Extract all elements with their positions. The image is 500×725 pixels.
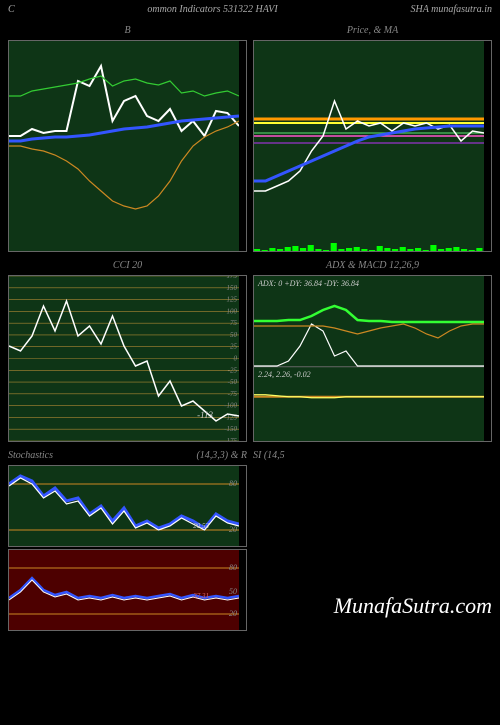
cci-panel: CCI 20 -175-150-125-100-75-50-2502550751…	[8, 258, 247, 442]
cci-chart: -175-150-125-100-75-50-25025507510012515…	[8, 275, 247, 442]
bollinger-title: B	[8, 23, 247, 40]
ma-chart	[253, 40, 492, 252]
svg-text:-175: -175	[224, 437, 237, 441]
bollinger-chart	[8, 40, 247, 252]
svg-text:175: 175	[227, 276, 238, 280]
stoch-title-right: (14,3,3) & R	[196, 450, 247, 461]
svg-text:50: 50	[229, 587, 237, 596]
rsi-title: SI (14,5	[253, 448, 492, 465]
svg-text:25: 25	[230, 343, 238, 351]
rsi-title-text: SI (14,5	[253, 450, 285, 461]
svg-text:20: 20	[229, 525, 237, 534]
svg-text:-113: -113	[197, 410, 213, 420]
adx-chart: ADX: 0 +DY: 36.84 -DY: 36.842.24, 2.26, …	[253, 275, 492, 442]
svg-text:0: 0	[234, 355, 238, 363]
svg-text:100: 100	[227, 307, 238, 315]
svg-text:-100: -100	[224, 402, 237, 410]
ma-title-text: Price, & MA	[347, 25, 398, 36]
header-right: SHA munafasutra.in	[411, 4, 493, 15]
svg-text:-75: -75	[228, 390, 238, 398]
svg-text:-50: -50	[228, 378, 238, 386]
watermark: MunafaSutra.com	[334, 593, 492, 619]
svg-text:50: 50	[230, 331, 238, 339]
svg-text:80: 80	[229, 479, 237, 488]
svg-text:-150: -150	[224, 425, 237, 433]
adx-panel: ADX & MACD 12,26,9 ADX: 0 +DY: 36.84 -DY…	[253, 258, 492, 442]
svg-text:150: 150	[227, 284, 238, 292]
header-center: ommon Indicators 531322 HAVI	[147, 4, 277, 15]
svg-text:20.53: 20.53	[193, 522, 209, 530]
stoch-title: Stochastics (14,3,3) & R	[8, 448, 247, 465]
rsi-chart: 80 50 20 37.31	[8, 549, 247, 631]
cci-title: CCI 20	[8, 258, 247, 275]
svg-text:ADX: 0 +DY: 36.84 -DY: 36.8: ADX: 0 +DY: 36.84 -DY: 36.84	[257, 279, 359, 288]
page-header: C ommon Indicators 531322 HAVI SHA munaf…	[0, 0, 500, 19]
header-left: C	[8, 4, 15, 15]
adx-title: ADX & MACD 12,26,9	[253, 258, 492, 275]
svg-text:2.24, 2.26, -0.02: 2.24, 2.26, -0.02	[258, 370, 311, 379]
svg-text:20: 20	[229, 609, 237, 618]
ma-title: Price, & MA	[253, 23, 492, 40]
svg-text:80: 80	[229, 563, 237, 572]
stoch-chart: 80 20 20.53	[8, 465, 247, 547]
ma-panel: Price, & MA	[253, 23, 492, 252]
chart-grid: B Price, & MA CCI 20 -175-150-125-100-75…	[0, 19, 500, 635]
svg-text:125: 125	[227, 296, 238, 304]
svg-text:37.31: 37.31	[192, 592, 209, 600]
svg-text:75: 75	[230, 319, 238, 327]
stoch-title-left: Stochastics	[8, 450, 53, 461]
bollinger-panel: B	[8, 23, 247, 252]
stoch-panel: Stochastics (14,3,3) & R 80 20 20.53 80 50 2…	[8, 448, 247, 631]
svg-text:-25: -25	[228, 366, 238, 374]
